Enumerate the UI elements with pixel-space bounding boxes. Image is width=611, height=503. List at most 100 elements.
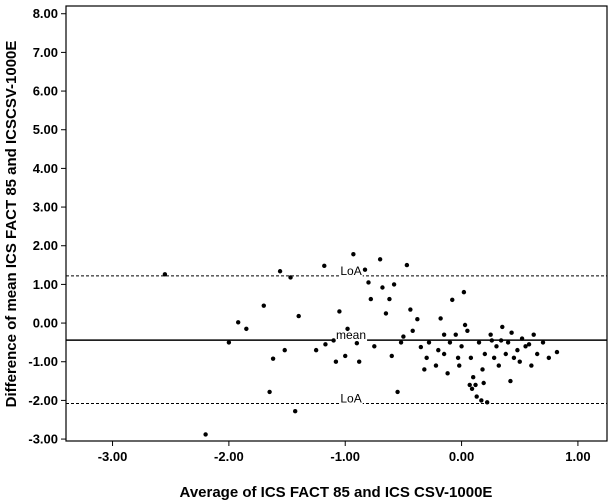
data-point bbox=[484, 400, 490, 405]
data-points bbox=[162, 252, 560, 437]
data-point bbox=[356, 359, 362, 364]
data-point bbox=[489, 338, 495, 343]
data-point bbox=[410, 328, 415, 333]
data-point bbox=[465, 328, 470, 333]
data-point bbox=[447, 340, 453, 345]
y-tick-label: 5.00 bbox=[33, 122, 58, 137]
data-point bbox=[261, 303, 266, 308]
y-tick-label: -1.00 bbox=[28, 354, 58, 369]
data-point bbox=[345, 326, 350, 332]
data-point bbox=[415, 317, 420, 322]
data-point bbox=[540, 340, 546, 345]
data-point bbox=[480, 367, 485, 372]
data-point bbox=[366, 280, 371, 285]
data-point bbox=[422, 367, 427, 372]
data-point bbox=[498, 338, 504, 343]
data-point bbox=[469, 386, 475, 391]
data-point bbox=[511, 355, 517, 361]
data-point bbox=[343, 353, 348, 359]
data-point bbox=[450, 297, 455, 303]
data-point bbox=[461, 289, 467, 295]
data-point bbox=[377, 257, 383, 262]
data-point bbox=[488, 332, 493, 337]
data-point bbox=[438, 316, 443, 321]
data-point bbox=[351, 252, 356, 257]
data-point bbox=[531, 332, 536, 337]
data-point bbox=[372, 344, 377, 349]
data-point bbox=[471, 375, 476, 380]
data-point bbox=[441, 332, 447, 337]
data-point bbox=[333, 359, 339, 364]
data-point bbox=[322, 263, 327, 269]
data-point bbox=[455, 355, 461, 361]
data-point bbox=[436, 347, 441, 353]
y-tick-label: 1.00 bbox=[33, 277, 58, 292]
data-point bbox=[491, 355, 497, 361]
data-point bbox=[519, 336, 525, 341]
data-point bbox=[323, 342, 328, 347]
data-point bbox=[380, 285, 385, 290]
x-tick-label: -2.00 bbox=[214, 449, 244, 464]
data-point bbox=[453, 332, 458, 337]
data-point bbox=[433, 363, 439, 368]
data-point bbox=[362, 267, 368, 272]
data-point bbox=[404, 262, 410, 268]
y-tick-label: 7.00 bbox=[33, 45, 58, 60]
data-point bbox=[226, 340, 232, 345]
y-tick-label: 3.00 bbox=[33, 200, 58, 215]
y-tick-label: 8.00 bbox=[33, 6, 58, 21]
data-point bbox=[235, 320, 241, 325]
y-tick-label: 6.00 bbox=[33, 84, 58, 99]
mean-label: mean bbox=[336, 328, 366, 342]
data-point bbox=[337, 309, 342, 314]
reference-lines: LoA mean LoA bbox=[66, 263, 607, 406]
data-point bbox=[509, 330, 514, 335]
data-point bbox=[523, 344, 528, 349]
x-tick-label: 0.00 bbox=[449, 449, 474, 464]
data-point bbox=[313, 347, 319, 353]
loa-label: LoA bbox=[340, 391, 361, 405]
data-point bbox=[203, 432, 208, 437]
x-axis-ticks: -3.00 -2.00 -1.00 0.00 1.00 bbox=[98, 441, 591, 464]
data-point bbox=[389, 353, 394, 359]
data-point bbox=[277, 269, 283, 274]
loa-label: LoA bbox=[340, 264, 361, 278]
y-tick-label: -3.00 bbox=[28, 432, 58, 447]
data-point bbox=[457, 363, 462, 368]
data-point bbox=[468, 355, 474, 361]
data-point bbox=[296, 313, 301, 319]
y-tick-label: 0.00 bbox=[33, 316, 58, 331]
data-point bbox=[494, 344, 499, 349]
data-point bbox=[387, 296, 392, 302]
y-tick-label: -2.00 bbox=[28, 393, 58, 408]
data-point bbox=[288, 275, 293, 280]
data-point bbox=[476, 340, 482, 345]
data-point bbox=[418, 344, 424, 350]
x-tick-label: -1.00 bbox=[330, 449, 360, 464]
x-axis-title: Average of ICS FACT 85 and ICS CSV-1000E bbox=[180, 484, 493, 501]
data-point bbox=[473, 382, 478, 388]
data-point bbox=[481, 380, 486, 386]
line-label-bg bbox=[339, 263, 363, 278]
data-point bbox=[391, 282, 397, 287]
data-point bbox=[526, 342, 532, 347]
data-point bbox=[482, 351, 488, 357]
data-point bbox=[426, 340, 432, 345]
data-point bbox=[395, 389, 400, 395]
data-point bbox=[474, 394, 479, 399]
y-tick-label: 4.00 bbox=[33, 161, 58, 176]
data-point bbox=[383, 311, 389, 316]
data-point bbox=[424, 355, 429, 361]
data-point bbox=[244, 326, 249, 332]
data-point bbox=[441, 351, 447, 357]
data-point bbox=[534, 351, 540, 357]
data-point bbox=[529, 363, 534, 368]
line-label-bg bbox=[335, 328, 368, 343]
data-point bbox=[517, 359, 522, 364]
x-tick-label: -3.00 bbox=[98, 449, 128, 464]
data-point bbox=[467, 382, 472, 388]
data-point bbox=[445, 371, 450, 376]
data-point bbox=[496, 363, 501, 368]
y-axis-title: Difference of mean ICS FACT 85 and ICSCS… bbox=[3, 41, 20, 408]
